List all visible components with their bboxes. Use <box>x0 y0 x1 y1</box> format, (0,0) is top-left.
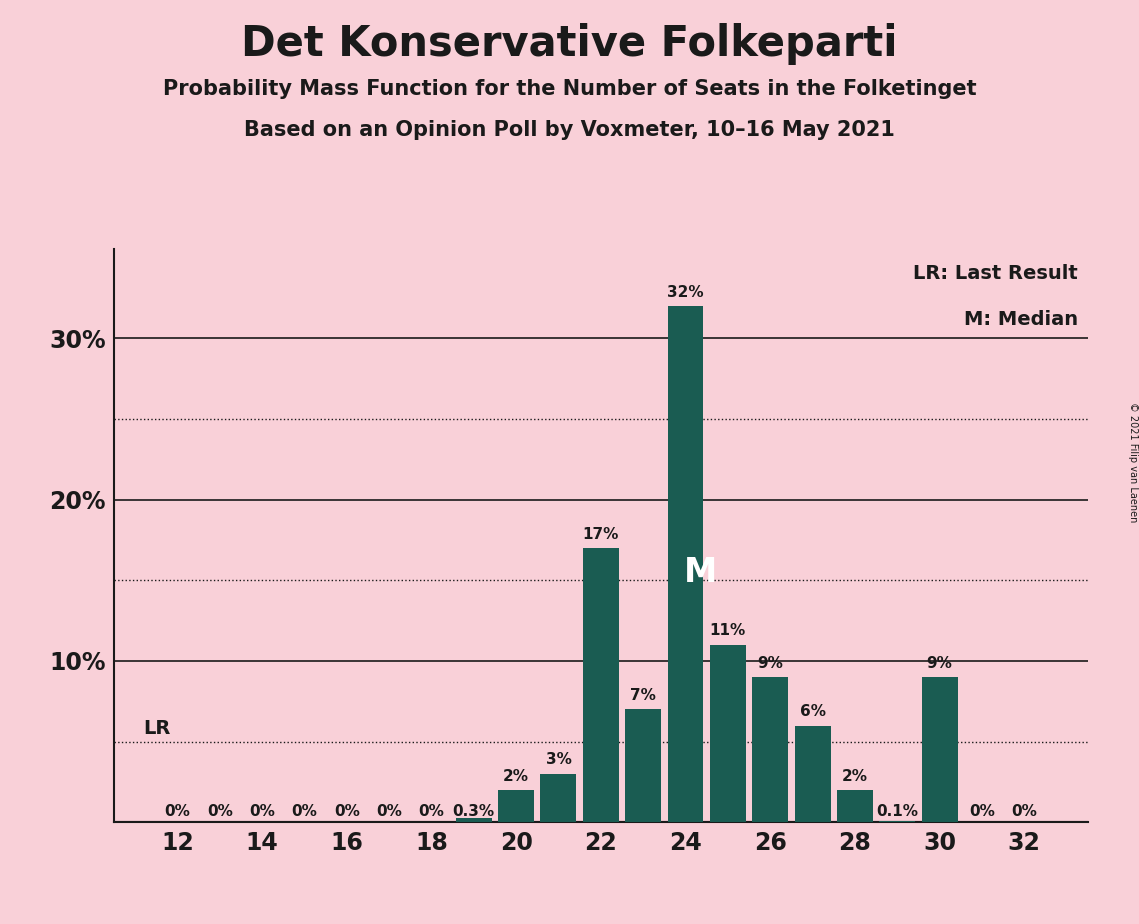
Text: © 2021 Filip van Laenen: © 2021 Filip van Laenen <box>1129 402 1138 522</box>
Text: 0.3%: 0.3% <box>452 804 494 820</box>
Bar <box>879 821 916 822</box>
Text: 2%: 2% <box>842 769 868 784</box>
Text: Det Konservative Folkeparti: Det Konservative Folkeparti <box>241 23 898 65</box>
Text: M: M <box>683 555 716 589</box>
Bar <box>498 790 534 822</box>
Text: 2%: 2% <box>503 769 530 784</box>
Text: 3%: 3% <box>546 752 572 768</box>
Text: 0%: 0% <box>376 804 402 820</box>
Text: LR: LR <box>144 720 171 738</box>
Text: 0%: 0% <box>249 804 274 820</box>
Text: 0%: 0% <box>334 804 360 820</box>
Text: LR: Last Result: LR: Last Result <box>913 264 1077 283</box>
Text: 7%: 7% <box>630 688 656 703</box>
Bar <box>710 645 746 822</box>
Text: M: Median: M: Median <box>964 310 1077 329</box>
Text: 32%: 32% <box>667 285 704 299</box>
Text: Based on an Opinion Poll by Voxmeter, 10–16 May 2021: Based on an Opinion Poll by Voxmeter, 10… <box>244 120 895 140</box>
Bar <box>752 677 788 822</box>
Text: 0%: 0% <box>969 804 994 820</box>
Bar <box>795 725 830 822</box>
Bar <box>667 306 704 822</box>
Text: 0%: 0% <box>207 804 232 820</box>
Text: 0%: 0% <box>292 804 318 820</box>
Text: 0.1%: 0.1% <box>876 804 918 820</box>
Bar <box>921 677 958 822</box>
Bar <box>583 548 618 822</box>
Text: 0%: 0% <box>164 804 190 820</box>
Bar <box>625 710 661 822</box>
Text: 17%: 17% <box>583 527 618 541</box>
Text: 11%: 11% <box>710 624 746 638</box>
Text: 0%: 0% <box>418 804 444 820</box>
Text: 9%: 9% <box>927 656 952 671</box>
Bar <box>456 818 492 822</box>
Text: Probability Mass Function for the Number of Seats in the Folketinget: Probability Mass Function for the Number… <box>163 79 976 99</box>
Bar <box>541 774 576 822</box>
Bar <box>837 790 872 822</box>
Text: 0%: 0% <box>1011 804 1038 820</box>
Text: 6%: 6% <box>800 704 826 719</box>
Text: 9%: 9% <box>757 656 784 671</box>
